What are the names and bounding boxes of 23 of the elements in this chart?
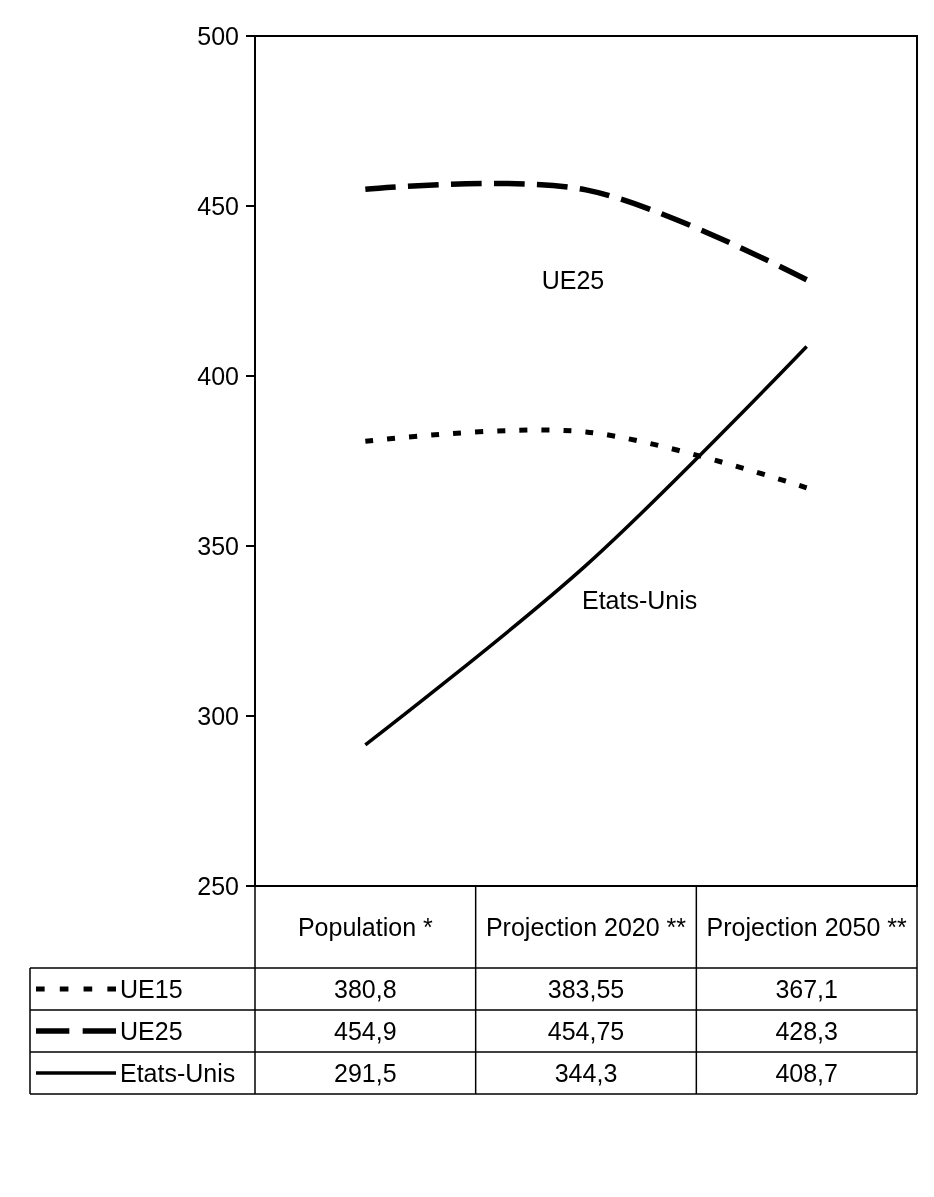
y-tick-label: 450 (197, 191, 239, 220)
data-label: 380,8 (334, 974, 397, 1003)
legend-label: UE25 (120, 1016, 183, 1045)
data-label: 408,7 (775, 1058, 838, 1087)
data-label: 428,3 (775, 1016, 838, 1045)
legend-label: UE15 (120, 974, 183, 1003)
data-label: 367,1 (775, 974, 838, 1003)
data-label: 291,5 (334, 1058, 397, 1087)
y-tick-label: 500 (197, 21, 239, 50)
data-label: 383,55 (547, 974, 625, 1003)
annotation: Etats-Unis (582, 585, 698, 614)
y-tick-label: 300 (197, 701, 239, 730)
y-tick-label: 400 (197, 361, 239, 390)
legend-label: Etats-Unis (120, 1058, 236, 1087)
y-tick-label: 250 (197, 871, 239, 900)
annotation: UE25 (541, 265, 605, 294)
x-tick-label: Projection 2050 ** (706, 912, 907, 941)
data-label: 454,9 (334, 1016, 397, 1045)
data-label: 344,3 (554, 1058, 618, 1087)
data-label: 454,75 (547, 1016, 625, 1045)
x-tick-label: Population * (297, 912, 434, 941)
y-tick-label: 350 (197, 531, 239, 560)
x-tick-label: Projection 2020 ** (485, 912, 687, 941)
